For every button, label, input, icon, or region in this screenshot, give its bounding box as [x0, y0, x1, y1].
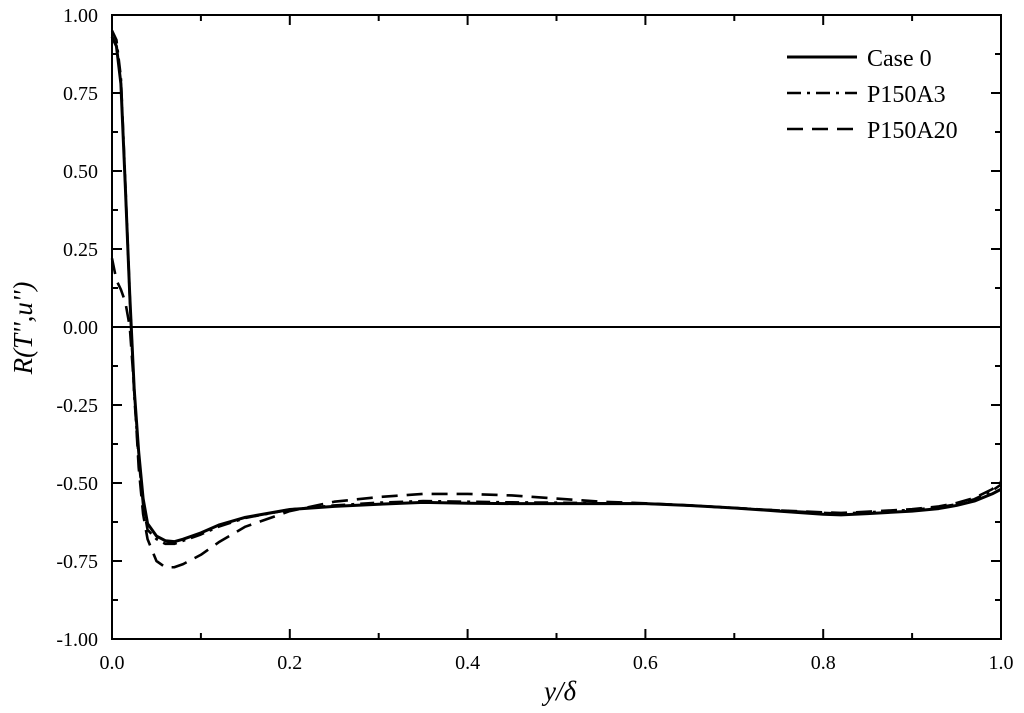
y-tick-label: -1.00 [56, 629, 98, 651]
x-tick-labels: 0.0 0.2 0.4 0.6 0.8 1.0 [100, 652, 1014, 674]
legend-label: P150A20 [867, 118, 958, 144]
series-layer [110, 30, 1002, 569]
x-tick-label: 1.0 [989, 652, 1014, 674]
legend: Case 0 P150A3 P150A20 [787, 46, 958, 144]
x-axis-title: y/δ [541, 676, 576, 706]
ticks-layer [111, 14, 1002, 640]
y-tick-labels: -1.00 -0.75 -0.50 -0.25 0.00 0.25 0.50 0.75 1.00 [56, 5, 98, 651]
y-tick-label: 1.00 [63, 5, 98, 27]
plot-area [110, 14, 1002, 640]
x-tick-label: 0.6 [633, 652, 658, 674]
y-tick-label: 0.25 [63, 239, 98, 261]
x-tick-label: 0.0 [100, 652, 125, 674]
legend-label: Case 0 [867, 46, 932, 72]
y-tick-label: -0.25 [56, 395, 98, 417]
x-tick-label: 0.4 [455, 652, 480, 674]
x-tick-label: 0.8 [811, 652, 836, 674]
y-axis-title: R(T'',u'') [8, 282, 38, 376]
y-tick-label: 0.75 [63, 83, 98, 105]
x-tick-label: 0.2 [277, 652, 302, 674]
y-tick-label: 0.00 [63, 317, 98, 339]
y-tick-label: 0.50 [63, 161, 98, 183]
legend-label: P150A3 [867, 82, 946, 108]
y-tick-label: -0.75 [56, 551, 98, 573]
series-line-case-0 [110, 36, 1002, 544]
y-tick-label: -0.50 [56, 473, 98, 495]
series-line-p150a20 [110, 258, 1002, 569]
